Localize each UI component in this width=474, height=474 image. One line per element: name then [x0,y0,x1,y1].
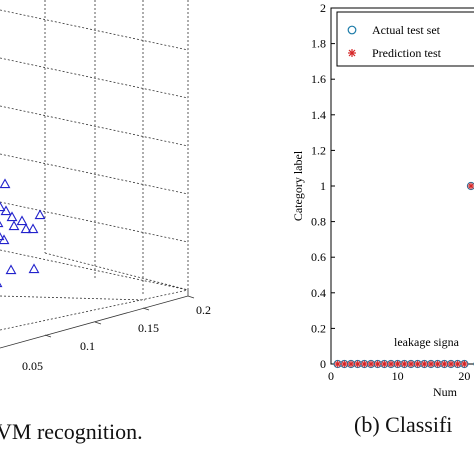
panel-b-prediction-point [387,360,395,368]
panel-a-triangle-point [0,282,3,288]
panel-b-ytick-label: 1 [320,179,326,193]
panel-b-prediction-point [427,360,435,368]
grid-line [0,249,189,291]
panel-b-prediction-point [460,360,468,368]
panel-b-annotation: leakage signa [394,335,460,349]
panel-b-prediction-point [434,360,442,368]
legend-marker-prediction [348,49,356,57]
panel-a-ticks: 0.05 0.1 0.15 0.2 [22,303,211,373]
grid-line [0,153,189,195]
panel-b-prediction-point [407,360,415,368]
legend-label-prediction: Prediction test [372,46,442,60]
panel-b-ytick-label: 1.6 [311,72,326,86]
panel-b-points [333,181,474,369]
panel-a-grid [0,0,195,349]
legend-label-actual: Actual test set [372,23,441,37]
grid-line [44,334,52,338]
panel-b-ytick-label: 1.8 [311,37,326,51]
panel-a-triangle-point [5,264,17,275]
panel-a-triangle-point [27,223,39,234]
caption-a: VM recognition. [0,419,143,444]
panel-a-triangle-point [0,220,4,228]
panel-b-prediction-point [340,360,348,368]
panel-b-xtick-label: 0 [328,369,334,383]
panel-a-triangle-point [8,220,20,231]
panel-a-triangle-point [16,215,28,226]
grid-line [0,9,189,51]
panel-a-tick-label: 0.05 [22,359,43,373]
panel-b-prediction-point [347,360,355,368]
caption-b: (b) Classifi [354,412,453,437]
panel-b-prediction-point [367,360,375,368]
legend-box [336,11,474,67]
panel-a-tick-label: 0.1 [80,339,95,353]
panel-b-prediction-point [380,360,388,368]
grid-line [44,252,189,291]
grid-line [94,321,102,325]
panel-a-triangle-point [34,209,46,220]
panel-a-tick-label: 0.2 [196,303,211,317]
panel-b-legend: Actual test set Prediction test [336,11,474,67]
panel-a-triangle-point [6,211,18,222]
grid-line [0,57,189,99]
panel-b-ytick-label: 0 [320,357,326,371]
panel-b-ytick-label: 1.2 [311,143,326,157]
panel-b-ytick-label: 0.6 [311,250,326,264]
grid-line [187,295,195,299]
panel-a-triangle-point [0,201,6,212]
panel-b-prediction-point [414,360,422,368]
panel-b-prediction-point [394,360,402,368]
panel-a-triangle-point [0,178,11,189]
panel-a-triangle-point [0,234,10,245]
panel-b-ticks: 00.20.40.60.811.21.41.61.820 10 20 [311,1,470,383]
panel-a-triangle-point [28,263,40,274]
panel-b-ytick-label: 1.4 [311,108,326,122]
panel-b-xtick-label: 10 [392,369,404,383]
panel-b-prediction-point [400,360,408,368]
panel-a-tick-label: 0.15 [138,321,159,335]
grid-line [0,201,189,243]
panel-b-xtick-label: 20 [458,369,470,383]
panel-b-prediction-point [420,360,428,368]
grid-line [0,295,146,301]
panel-a-triangle-point [20,223,32,234]
grid-line [0,289,189,331]
panel-b-prediction-point [360,360,368,368]
panel-b-prediction-point [440,360,448,368]
panel-b-prediction-point [374,360,382,368]
panel-b-prediction-point [467,182,474,190]
grid-line [0,105,189,147]
panel-b-xlabel: Num [433,385,458,399]
panel-b-ytick-label: 0.4 [311,286,326,300]
grid-line [0,295,189,349]
legend-marker-actual [347,25,357,35]
panel-b-ytick-label: 0.2 [311,321,326,335]
panel-a-triangle-point [0,232,5,241]
panel-b-ylabel: Category label [291,150,305,221]
panel-b-prediction-point [447,360,455,368]
panel-a-3d-scatter: 0.05 0.1 0.15 0.2 [0,0,211,373]
panel-b-prediction-point [354,360,362,368]
panel-b-classification: 00.20.40.60.811.21.41.61.820 10 20 Categor… [291,1,474,399]
panel-b-prediction-point [334,360,342,368]
panel-b-ytick-label: 2 [320,1,326,15]
panel-b-ytick-label: 0.8 [311,215,326,229]
panel-b-prediction-point [454,360,462,368]
panel-a-points [0,178,46,288]
panel-a-triangle-point [0,205,12,216]
grid-line [142,307,150,311]
